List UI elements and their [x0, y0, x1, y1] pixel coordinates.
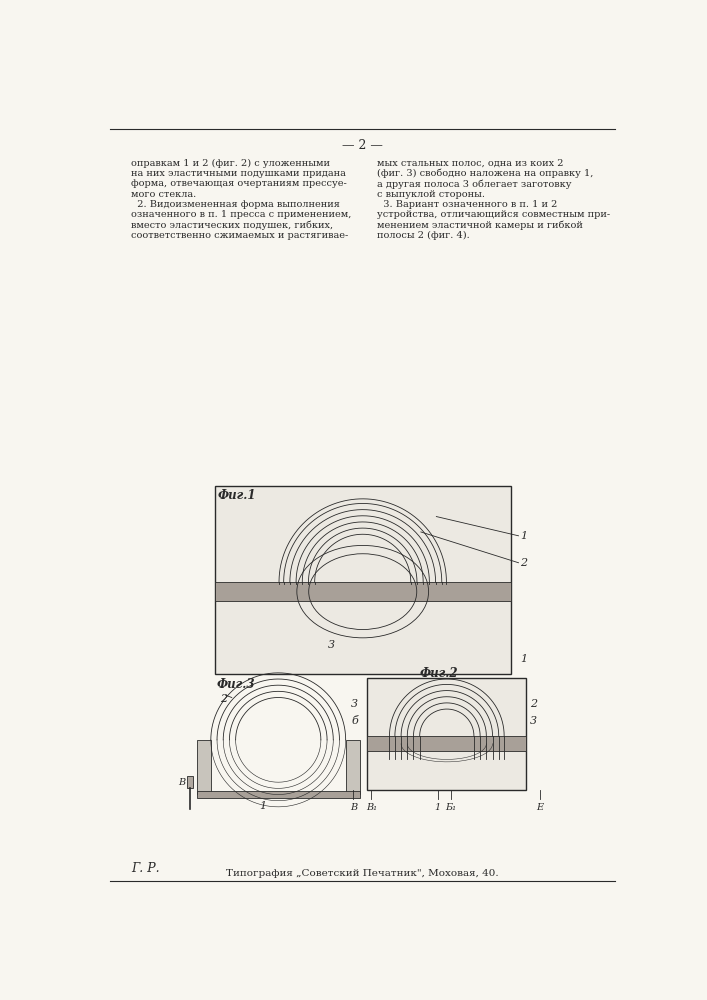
Text: вместо эластических подушек, гибких,: вместо эластических подушек, гибких,	[131, 221, 333, 230]
Text: Г. Р.: Г. Р.	[131, 862, 160, 875]
Text: 2: 2	[530, 699, 537, 709]
Text: с выпуклой стороны.: с выпуклой стороны.	[378, 190, 486, 199]
Text: 3: 3	[351, 699, 358, 709]
Text: устройства, отличающийся совместным при-: устройства, отличающийся совместным при-	[378, 210, 611, 219]
Text: Фиг.1: Фиг.1	[218, 489, 257, 502]
Text: B₁: B₁	[366, 803, 377, 812]
Text: Типография „Советский Печатник", Моховая, 40.: Типография „Советский Печатник", Моховая…	[226, 869, 498, 878]
Text: 1: 1	[520, 531, 527, 541]
Text: на них эластичными подушками придана: на них эластичными подушками придана	[131, 169, 346, 178]
Text: 1: 1	[259, 801, 267, 811]
Bar	[368, 736, 526, 751]
Text: E: E	[537, 803, 544, 812]
Bar	[215, 486, 510, 674]
Text: оправкам 1 и 2 (фиг. 2) с уложенными: оправкам 1 и 2 (фиг. 2) с уложенными	[131, 158, 330, 168]
Bar	[197, 791, 360, 798]
Bar	[187, 776, 193, 788]
Text: (фиг. 3) свободно наложена на оправку 1,: (фиг. 3) свободно наложена на оправку 1,	[378, 169, 594, 178]
Text: Фиг.2: Фиг.2	[420, 667, 458, 680]
Text: б: б	[351, 716, 358, 726]
Text: B: B	[178, 778, 185, 787]
Text: Б₁: Б₁	[445, 803, 456, 812]
Text: менением эластичной камеры и гибкой: менением эластичной камеры и гибкой	[378, 221, 583, 230]
Text: а другая полоса 3 облегает заготовку: а другая полоса 3 облегает заготовку	[378, 179, 572, 189]
Text: 3: 3	[328, 640, 335, 650]
Text: B: B	[350, 803, 357, 812]
Text: Фиг.3: Фиг.3	[216, 678, 255, 691]
Text: 3: 3	[530, 716, 537, 726]
Bar	[368, 678, 526, 790]
Text: форма, отвечающая очертаниям прессуе-: форма, отвечающая очертаниям прессуе-	[131, 179, 346, 188]
Text: 2: 2	[220, 694, 227, 704]
Text: 1: 1	[434, 803, 440, 812]
Text: — 2 —: — 2 —	[341, 139, 382, 152]
Text: 2: 2	[520, 558, 527, 568]
Text: мого стекла.: мого стекла.	[131, 190, 197, 199]
Text: соответственно сжимаемых и растягивае-: соответственно сжимаемых и растягивае-	[131, 231, 349, 240]
Text: 2. Видоизмененная форма выполнения: 2. Видоизмененная форма выполнения	[131, 200, 340, 209]
Text: полосы 2 (фиг. 4).: полосы 2 (фиг. 4).	[378, 231, 470, 240]
Text: мых стальных полос, одна из коих 2: мых стальных полос, одна из коих 2	[378, 158, 564, 167]
Text: 1: 1	[520, 654, 527, 664]
Bar	[346, 740, 360, 794]
Bar	[197, 740, 211, 794]
Text: означенного в п. 1 пресса с применением,: означенного в п. 1 пресса с применением,	[131, 210, 351, 219]
Text: 3. Вариант означенного в п. 1 и 2: 3. Вариант означенного в п. 1 и 2	[378, 200, 558, 209]
Bar	[215, 582, 510, 601]
